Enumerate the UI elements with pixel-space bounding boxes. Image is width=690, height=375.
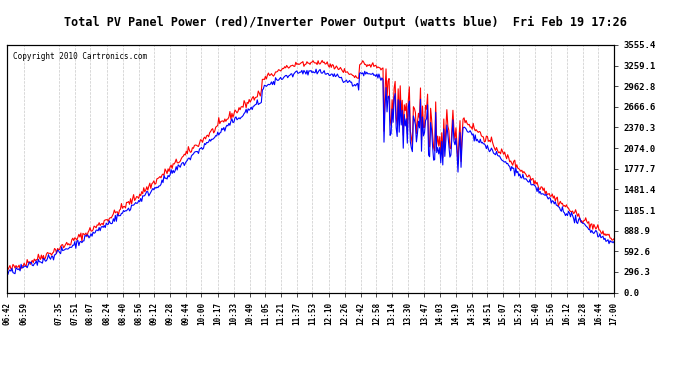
Text: Copyright 2010 Cartronics.com: Copyright 2010 Cartronics.com bbox=[13, 53, 147, 62]
Text: Total PV Panel Power (red)/Inverter Power Output (watts blue)  Fri Feb 19 17:26: Total PV Panel Power (red)/Inverter Powe… bbox=[63, 16, 627, 29]
